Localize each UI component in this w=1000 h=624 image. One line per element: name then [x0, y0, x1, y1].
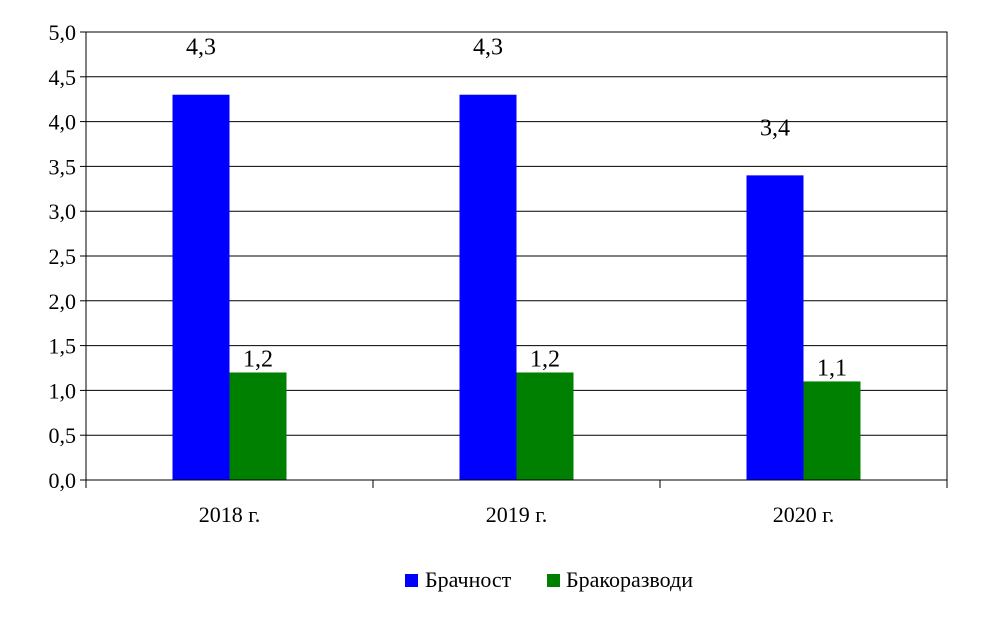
bars-layer: [172, 94, 861, 481]
data-label: 1,1: [817, 355, 847, 381]
bar-series1: [746, 175, 804, 481]
x-tick-label: 2020 г.: [773, 502, 835, 527]
data-label: 4,3: [473, 35, 503, 61]
bar-series1: [459, 94, 517, 480]
legend-swatch: [547, 574, 560, 587]
y-tick-label: 0,5: [49, 423, 77, 448]
y-tick-label: 3,0: [49, 199, 77, 224]
labels-layer: 0,0 0,5 1,0 1,5 2,0 2,5 3,0 3,5 4,0 4,5 5,0 2018 г.…: [49, 20, 848, 527]
bar-series2: [516, 372, 574, 480]
x-tick-label: 2018 г.: [199, 502, 261, 527]
legend-swatch: [405, 574, 418, 587]
y-tick-label: 5,0: [49, 20, 77, 45]
y-tick-label: 1,5: [49, 334, 77, 359]
bar-series2: [229, 372, 287, 480]
y-tick-label: 1,0: [49, 378, 77, 403]
y-tick-label: 4,5: [49, 65, 77, 90]
bar-series2: [803, 381, 861, 480]
data-label: 4,3: [186, 35, 216, 61]
legend: Брачност Бракоразводи: [405, 567, 693, 592]
data-label: 1,2: [243, 346, 273, 372]
data-label: 3,4: [760, 115, 790, 141]
bar-series1: [172, 94, 230, 480]
y-tick-label: 2,5: [49, 244, 77, 269]
legend-label: Бракоразводи: [566, 567, 693, 592]
y-tick-label: 4,0: [49, 110, 77, 135]
data-label: 1,2: [530, 346, 560, 372]
axes-layer: [80, 31, 948, 488]
y-tick-label: 3,5: [49, 154, 77, 179]
y-tick-label: 0,0: [49, 468, 77, 493]
x-tick-label: 2019 г.: [486, 502, 548, 527]
y-tick-label: 2,0: [49, 289, 77, 314]
legend-label: Брачност: [425, 567, 512, 592]
